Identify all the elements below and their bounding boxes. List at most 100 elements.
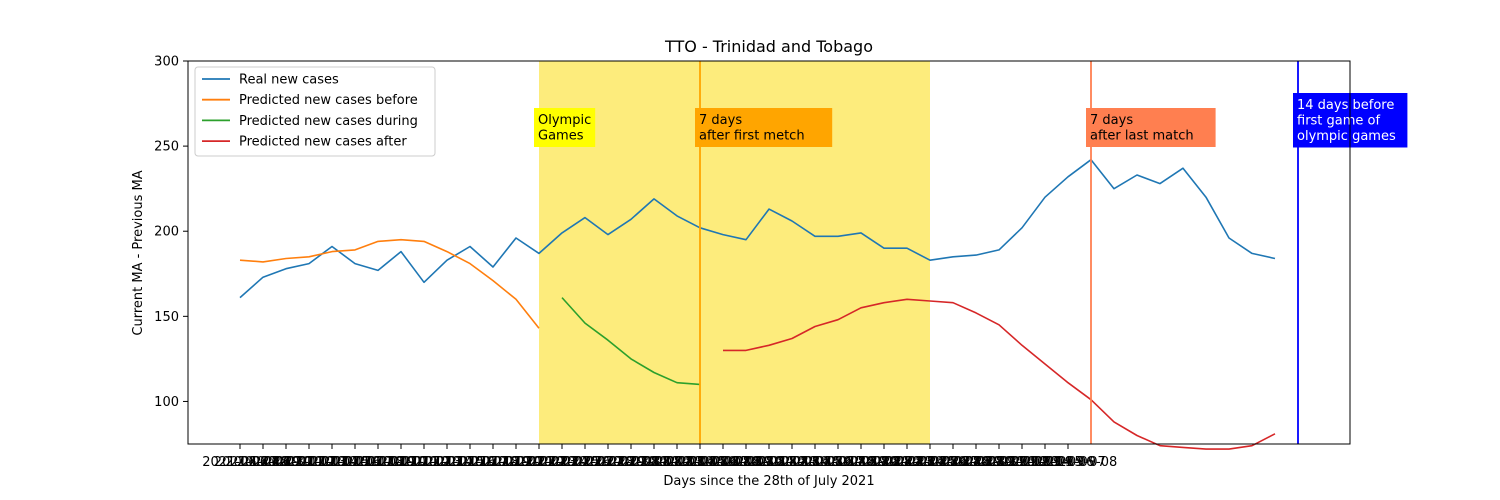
x-tick-label: 2021-08-29	[927, 455, 1003, 470]
x-tick-label: 2021-08-28	[915, 455, 991, 470]
annotation-text-2-0: 7 days	[1090, 113, 1133, 128]
x-tick-label: 2021-08-26	[892, 455, 968, 470]
y-axis-label: Current MA - Previous MA	[131, 170, 146, 335]
x-tick-label: 2021-07-04	[283, 455, 359, 470]
x-tick-label: 2021-07-23	[501, 455, 577, 470]
x-tick-label: 2021-09-02	[973, 455, 1049, 470]
x-tick-label: 2021-07-22	[490, 455, 566, 470]
x-tick-label: 2021-07-16	[421, 455, 497, 470]
x-tick-label: 2021-07-09	[340, 455, 416, 470]
legend-label-2: Predicted new cases during	[239, 114, 418, 129]
x-tick-label: 2021-06-29	[225, 455, 301, 470]
x-tick-label: 2021-08-31	[950, 455, 1026, 470]
x-tick-label: 2021-07-08	[329, 455, 405, 470]
x-tick-label: 2021-08-03	[628, 455, 704, 470]
x-tick-label: 2021-09-04	[996, 455, 1072, 470]
x-axis-label: Days since the 28th of July 2021	[663, 474, 874, 489]
y-tick-label: 150	[154, 310, 179, 325]
x-tick-label: 2021-09-08	[1042, 455, 1118, 470]
x-tick-label: 2021-08-23	[858, 455, 934, 470]
x-tick-label: 2021-08-02	[616, 455, 692, 470]
x-tick-label: 2021-06-30	[237, 455, 313, 470]
x-tick-label: 2021-07-25	[524, 455, 600, 470]
x-tick-label: 2021-08-19	[812, 455, 888, 470]
x-tick-label: 2021-07-03	[271, 455, 347, 470]
x-tick-label: 2021-08-16	[777, 455, 853, 470]
x-tick-label: 2021-07-06	[306, 455, 382, 470]
annotation-text-3-2: olympic games	[1297, 129, 1396, 144]
x-tick-label: 2021-07-21	[478, 455, 554, 470]
x-tick-label: 2021-07-28	[559, 455, 635, 470]
series-line-0	[239, 158, 1276, 299]
x-tick-label: 2021-09-06	[1019, 455, 1095, 470]
legend-label-0: Real new cases	[239, 73, 339, 88]
annotation-box-0	[534, 108, 596, 147]
annotation-text-1-0: 7 days	[699, 113, 742, 128]
x-tick-label: 2021-07-18	[444, 455, 520, 470]
y-tick-label: 200	[154, 225, 179, 240]
legend: Real new cases Predicted new cases before…	[194, 66, 436, 157]
y-tick-label: 100	[154, 395, 179, 410]
x-tick-label: 2021-08-01	[605, 455, 681, 470]
x-tick-label: 2021-08-25	[881, 455, 957, 470]
x-tick-label: 2021-08-15	[766, 455, 842, 470]
x-tick-label: 2021-07-20	[467, 455, 543, 470]
x-tick-label: 2021-07-14	[398, 455, 474, 470]
x-tick-label: 2021-08-07	[674, 455, 750, 470]
x-tick-label: 2021-08-09	[697, 455, 773, 470]
x-tick-label: 2021-08-18	[800, 455, 876, 470]
x-tick-label: 2021-07-29	[570, 455, 646, 470]
x-tick-label: 2021-07-24	[513, 455, 589, 470]
x-tick-label: 2021-07-11	[363, 455, 439, 470]
x-tick-label: 2021-08-24	[869, 455, 945, 470]
x-tick-label: 2021-07-31	[593, 455, 669, 470]
series-line-3	[723, 298, 1276, 450]
annotation-box-1	[695, 108, 833, 147]
x-tick-label: 2021-09-01	[961, 455, 1037, 470]
x-tick-label: 2021-06-28	[214, 455, 290, 470]
x-tick-label: 2021-07-19	[455, 455, 531, 470]
series-line-2	[561, 297, 701, 386]
x-tick-label: 2021-07-10	[352, 455, 428, 470]
series-line-1	[239, 238, 540, 329]
annotation-text-3-0: 14 days before	[1297, 98, 1394, 113]
chart-title: TTO - Trinidad and Tobago	[664, 37, 873, 56]
x-tick-label: 2021-08-17	[789, 455, 865, 470]
x-tick-label: 2021-08-22	[846, 455, 922, 470]
x-tick-label: 2021-08-20	[823, 455, 899, 470]
x-tick-label: 2021-08-10	[708, 455, 784, 470]
annotation-text-2-1: after last match	[1090, 129, 1194, 144]
annotation-text-0-0: Olympic	[538, 113, 591, 128]
x-tick-label: 2021-07-05	[294, 455, 370, 470]
x-tick-label: 2021-09-07	[1030, 455, 1106, 470]
x-tick-label: 2021-08-06	[662, 455, 738, 470]
x-tick-label: 2021-07-12	[375, 455, 451, 470]
legend-label-3: Predicted new cases after	[239, 135, 407, 150]
x-tick-label: 2021-08-27	[904, 455, 980, 470]
x-tick-label: 2021-08-30	[938, 455, 1014, 470]
x-tick-label: 2021-07-13	[386, 455, 462, 470]
y-tick-label: 250	[154, 140, 179, 155]
series-lines-layer	[239, 158, 1276, 450]
x-tick-label: 2021-09-03	[984, 455, 1060, 470]
x-tick-label: 2021-07-17	[432, 455, 508, 470]
annotation-text-3-1: first game of	[1297, 114, 1381, 129]
x-tick-label: 2021-08-08	[685, 455, 761, 470]
x-tick-label: 2021-08-05	[651, 455, 727, 470]
x-tick-label: 2021-07-02	[260, 455, 336, 470]
x-tick-label: 2021-08-11	[720, 455, 796, 470]
x-tick-label: 2021-08-12	[731, 455, 807, 470]
annotation-box-2	[1086, 108, 1216, 147]
y-axis-ticks: 100 150 200 250 300	[154, 55, 188, 410]
x-tick-label: 2021-07-07	[317, 455, 393, 470]
x-tick-label: 2021-07-27	[547, 455, 623, 470]
x-tick-label: 2021-09-05	[1007, 455, 1083, 470]
y-tick-label: 300	[154, 55, 179, 70]
legend-label-1: Predicted new cases before	[239, 93, 418, 108]
x-tick-label: 2021-08-13	[743, 455, 819, 470]
x-tick-label: 2021-08-14	[754, 455, 830, 470]
legend-box	[194, 66, 436, 157]
x-tick-label: 2021-07-01	[248, 455, 324, 470]
